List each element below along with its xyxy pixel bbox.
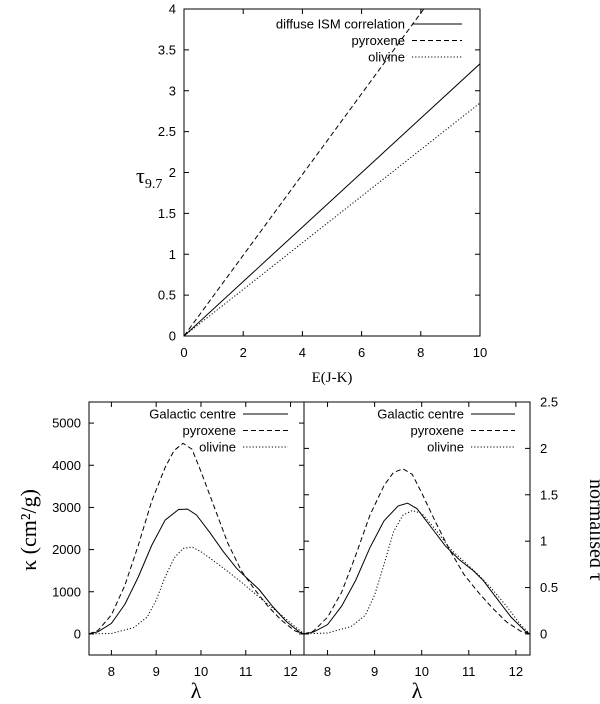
bottom-right-legend-label: pyroxene: [411, 423, 464, 438]
top-x-tick-label: 6: [358, 345, 365, 360]
top-x-tick-label: 10: [473, 345, 487, 360]
top-legend-label: olivine: [368, 50, 405, 65]
bottom-left-legend-label: Galactic centre: [149, 407, 236, 422]
bottom-left-x-axis-label: λ: [191, 678, 202, 703]
bottom-right-y-tick-label: 0.5: [540, 580, 558, 595]
bottom-right-series-olivine: [304, 510, 530, 635]
bottom-left-x-tick-label: 9: [153, 664, 160, 679]
bottom-right-y-tick-label: 1: [540, 534, 547, 549]
bottom-right-legend-label: olivine: [427, 440, 464, 455]
top-y-axis-label: τ9.7: [136, 163, 162, 192]
top-x-tick-label: 8: [417, 345, 424, 360]
bottom-left-x-tick-label: 8: [108, 664, 115, 679]
top-y-tick-label: 1: [169, 247, 176, 262]
top-series-diffuse-ism-correlation: [184, 63, 480, 336]
bottom-right-plot-frame: [303, 401, 531, 656]
bottom-right-y-tick-label: 2: [540, 441, 547, 456]
top-panel: 0 2 4 6 8 10 0 0.5 1 1.5 2 2.5 3 3.5 4 diffuse ISM cor…: [136, 2, 487, 387]
top-y-tick-label: 2.5: [158, 124, 176, 139]
bottom-left-panel: 8 9 10 11 12 0 1000 2000 3000 4000 5000 Galactic c…: [16, 401, 305, 703]
bottom-left-series-galactic-centre: [89, 508, 304, 635]
bottom-left-series-pyroxene: [89, 442, 304, 635]
bottom-left-x-tick-label: 11: [239, 664, 253, 679]
bottom-right-x-tick-label: 8: [324, 664, 331, 679]
bottom-left-y-tick-label: 3000: [52, 500, 81, 515]
bottom-left-legend-label: pyroxene: [183, 423, 236, 438]
bottom-left-y-tick-label: 0: [74, 626, 81, 641]
bottom-right-x-tick-label: 10: [414, 664, 428, 679]
bottom-right-x-tick-label: 9: [371, 664, 378, 679]
top-x-tick-label: 0: [180, 345, 187, 360]
top-x-axis-label: E(J-K): [312, 370, 353, 386]
top-y-tick-label: 4: [169, 2, 176, 17]
top-plot-frame: [183, 8, 481, 337]
bottom-right-y-tick-label: 0: [540, 626, 547, 641]
bottom-right-x-axis-label: λ: [412, 678, 423, 703]
top-y-tick-label: 0: [169, 329, 176, 344]
top-y-tick-label: 3: [169, 83, 176, 98]
top-series-pyroxene: [184, 9, 425, 336]
bottom-right-legend-label: Galactic centre: [377, 407, 464, 422]
bottom-left-y-tick-label: 4000: [52, 458, 81, 473]
top-y-tick-label: 0.5: [158, 288, 176, 303]
bottom-left-x-tick-label: 10: [194, 664, 208, 679]
bottom-left-legend-label: olivine: [199, 440, 236, 455]
bottom-left-y-tick-label: 1000: [52, 584, 81, 599]
top-x-tick-label: 2: [240, 345, 247, 360]
bottom-left-y-axis-label: κ (cm²/g): [16, 489, 41, 571]
bottom-right-y-tick-label: 2.5: [540, 395, 558, 410]
bottom-right-series-pyroxene: [304, 468, 530, 635]
top-y-tick-label: 1.5: [158, 206, 176, 221]
bottom-right-x-tick-label: 12: [509, 664, 523, 679]
bottom-right-x-tick-label: 11: [462, 664, 476, 679]
top-legend-label: pyroxene: [352, 33, 405, 48]
top-y-tick-label: 3.5: [158, 42, 176, 57]
bottom-right-y-tick-label: 1.5: [540, 487, 558, 502]
bottom-right-panel: 8 9 10 11 12 0 0.5 1 1.5 2 2.5 Galactic centrepyro…: [303, 395, 600, 703]
top-legend-label: diffuse ISM correlation: [276, 17, 405, 32]
top-x-tick-label: 4: [299, 345, 306, 360]
bottom-left-plot-frame: [88, 401, 305, 656]
top-y-tick-label: 2: [169, 165, 176, 180]
bottom-right-series-galactic-centre: [304, 502, 530, 635]
bottom-left-y-tick-label: 5000: [52, 416, 81, 431]
top-series-olivine: [184, 102, 480, 336]
bottom-left-y-tick-label: 2000: [52, 542, 81, 557]
bottom-left-series-olivine: [89, 546, 304, 635]
bottom-left-x-tick-label: 12: [283, 664, 297, 679]
bottom-right-y-axis-label: normalised τ: [585, 479, 600, 581]
